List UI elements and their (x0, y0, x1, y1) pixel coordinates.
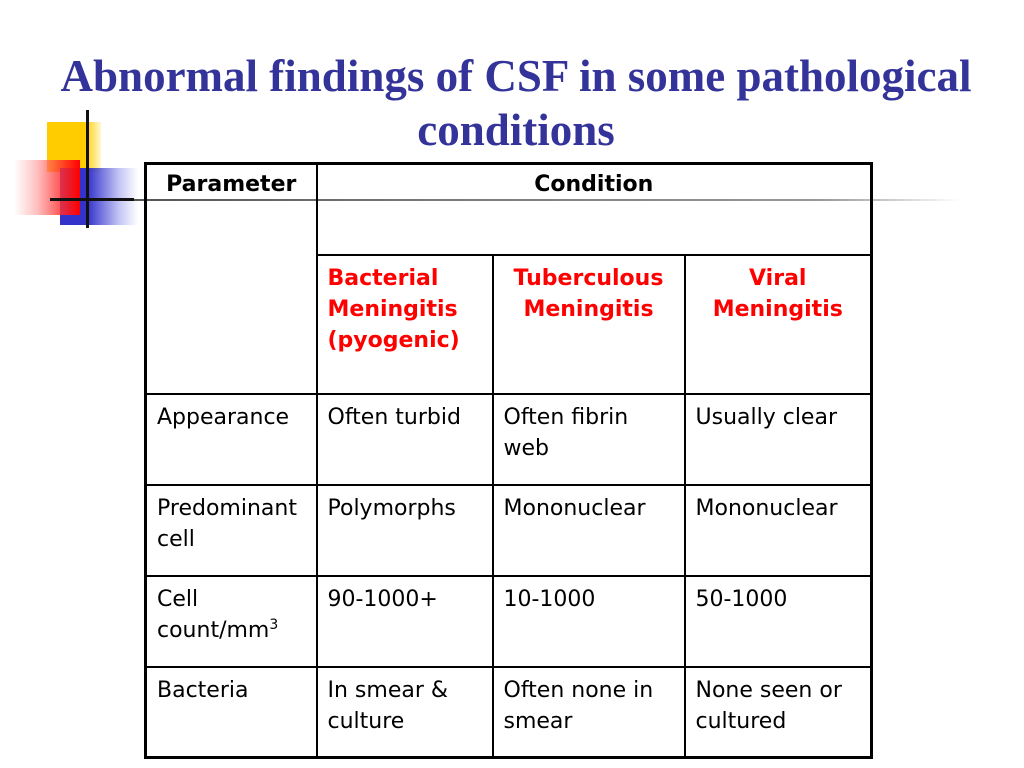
superscript-exponent: 3 (269, 616, 279, 633)
value-bacteria-tuberculous: Often none in smear (491, 665, 686, 759)
condition-tuberculous-meningitis: Tuberculous Meningitis (491, 253, 686, 395)
value-appearance-bacterial: Often turbid (315, 392, 494, 486)
decorative-black-vertical-line (86, 110, 89, 228)
table-row-bacteria: Bacteria In smear & culture Often none i… (144, 665, 873, 759)
value-predominant-cell-viral: Mononuclear (683, 483, 873, 577)
parameter-cell-appearance: Appearance (144, 392, 318, 486)
parameter-cell-predominant-cell: Predominant cell (144, 483, 318, 577)
value-appearance-viral: Usually clear (683, 392, 873, 486)
value-predominant-cell-tuberculous: Mononuclear (491, 483, 686, 577)
value-appearance-tuberculous: Often fibrin web (491, 392, 686, 486)
value-cell-count-tuberculous: 10-1000 (491, 574, 686, 668)
value-predominant-cell-bacterial: Polymorphs (315, 483, 494, 577)
value-cell-count-viral: 50-1000 (683, 574, 873, 668)
condition-names-row: Bacterial Meningitis (pyogenic) Tubercul… (146, 253, 873, 395)
header-condition: Condition (315, 162, 873, 256)
table-row-predominant-cell: Predominant cell Polymorphs Mononuclear … (144, 483, 873, 577)
table-row-appearance: Appearance Often turbid Often fibrin web… (144, 392, 873, 486)
parameter-unit: count/mm3 (157, 618, 278, 643)
decorative-red-square (14, 160, 80, 215)
parameter-label: Cell (157, 586, 199, 612)
value-cell-count-bacterial: 90-1000+ (315, 574, 494, 668)
csf-findings-table: Parameter Condition Bacterial Meningitis… (144, 162, 874, 759)
table-row-cell-count: Cell count/mm3 90-1000+ 10-1000 50-1000 (144, 574, 873, 668)
parameter-cell-cell-count: Cell count/mm3 (144, 574, 318, 668)
parameter-cell-bacteria: Bacteria (144, 665, 318, 759)
condition-bacterial-meningitis: Bacterial Meningitis (pyogenic) (315, 253, 494, 395)
table-header-row: Parameter Condition (144, 162, 873, 395)
slide-title: Abnormal findings of CSF in some patholo… (60, 51, 972, 155)
value-bacteria-bacterial: In smear & culture (315, 665, 494, 759)
value-bacteria-viral: None seen or cultured (683, 665, 873, 759)
parameter-unit-text: count/mm (157, 617, 270, 643)
condition-viral-meningitis: Viral Meningitis (683, 253, 873, 395)
header-parameter: Parameter (144, 162, 318, 395)
decorative-black-horizontal-line (50, 198, 134, 201)
